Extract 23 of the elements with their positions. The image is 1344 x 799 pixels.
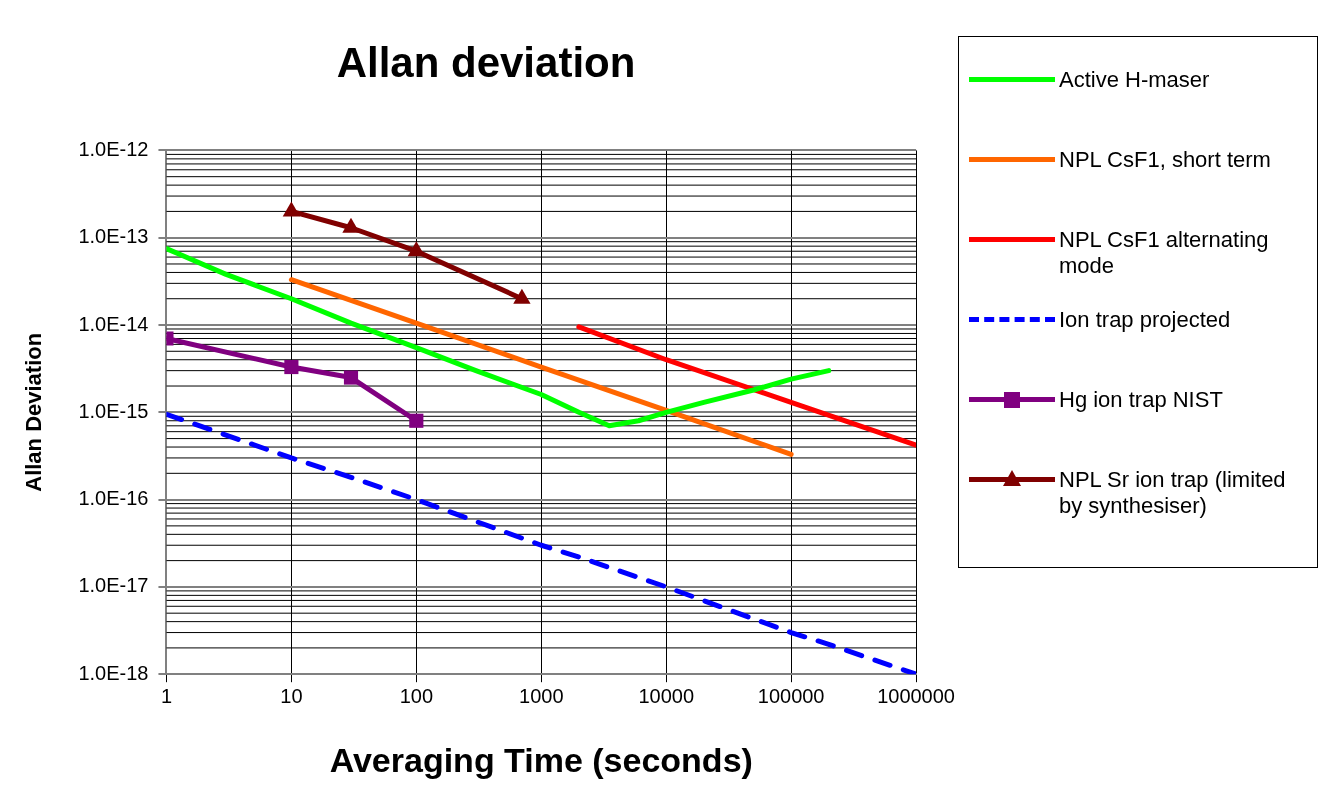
x-tick-label: 10: [280, 684, 303, 707]
y-tick-label: 1.0E-12: [78, 137, 149, 160]
x-tick-label: 100: [399, 684, 434, 707]
chart-title: Allan deviation: [336, 38, 636, 86]
y-tick-label: 1.0E-14: [78, 312, 149, 335]
y-tick-label: 1.0E-13: [78, 225, 149, 248]
x-axis-title: Averaging Time (seconds): [329, 740, 753, 779]
legend-label: NPL CsF1, short term: [1059, 147, 1271, 173]
y-tick-label: 1.0E-18: [78, 661, 149, 684]
legend-label: NPL CsF1 alternating mode: [1059, 227, 1270, 279]
x-tick-label: 100000: [757, 684, 825, 707]
x-tick-label: 1: [160, 684, 173, 707]
y-tick-label: 1.0E-15: [78, 399, 149, 422]
x-tick-label: 1000: [519, 684, 564, 707]
legend-label: Hg ion trap NIST: [1059, 387, 1223, 413]
y-axis-title: Allan Deviation: [21, 332, 47, 492]
x-tick-label: 1000000: [877, 684, 956, 707]
y-tick-label: 1.0E-17: [78, 574, 149, 597]
legend-label: NPL Sr ion trap (limited by synthesiser): [1059, 467, 1287, 519]
y-tick-label: 1.0E-16: [78, 487, 149, 510]
legend-label: Active H-maser: [1059, 67, 1210, 93]
legend-label: Ion trap projected: [1059, 307, 1231, 333]
x-tick-label: 10000: [638, 684, 695, 707]
